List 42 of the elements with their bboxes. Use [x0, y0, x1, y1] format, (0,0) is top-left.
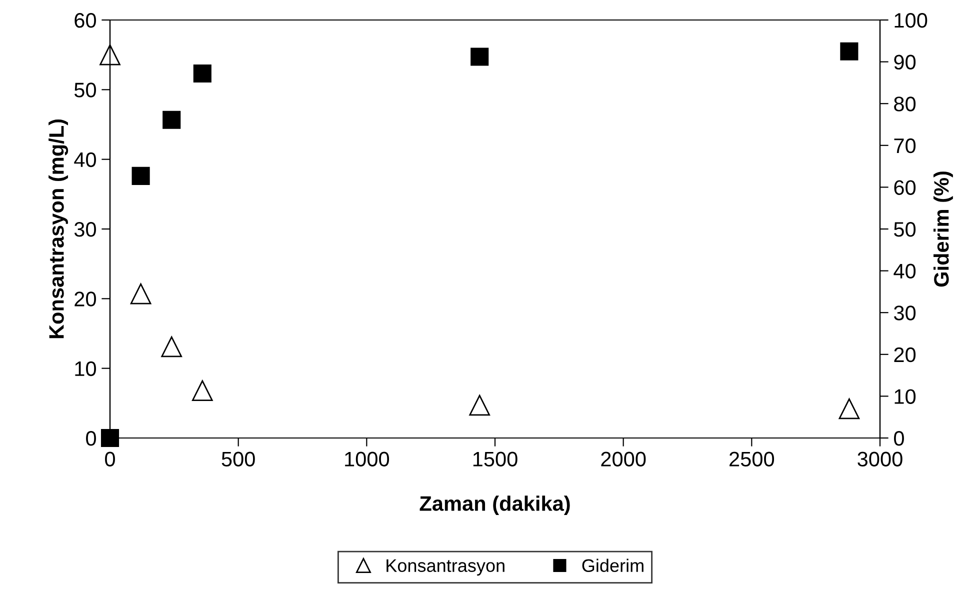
y2-tick-label: 60 [894, 180, 916, 195]
x-tick-label: 1000 [345, 452, 390, 466]
point [192, 380, 213, 402]
y2-tick-label: 100 [894, 13, 928, 28]
x-axis-title: Zaman (dakika) [420, 496, 570, 516]
y-tick-label: 10 [75, 361, 96, 376]
x-tick-label: 3000 [858, 452, 902, 466]
y-axis-title: Konsantrasyon (mg/L) [48, 119, 68, 338]
x-tick-label: 500 [222, 452, 255, 466]
y2-tick-label: 10 [894, 389, 916, 404]
y-tick-label: 30 [74, 222, 96, 237]
x-tick-label: 2000 [601, 452, 646, 466]
y2-tick-label: 20 [894, 347, 916, 362]
point [162, 110, 181, 129]
point [130, 283, 152, 304]
y-tick-label: 50 [74, 82, 96, 98]
legend-label: Konsantrasyon [386, 559, 504, 576]
point [193, 64, 212, 83]
x-tick-label: 0 [105, 452, 115, 466]
x-tick-label: 2500 [730, 452, 774, 466]
y-tick-label: 60 [74, 13, 96, 28]
y2-tick-label: 40 [894, 264, 916, 279]
y2-tick-label: 0 [894, 431, 904, 446]
y-tick-label: 40 [74, 152, 96, 168]
y2-tick-label: 80 [894, 96, 916, 112]
y2-tick-label: 30 [894, 306, 916, 320]
point [100, 428, 120, 448]
point [838, 398, 860, 420]
y2-tick-label: 70 [894, 138, 916, 154]
point [132, 166, 150, 185]
y2-tick-label: 50 [894, 222, 916, 237]
legend-label: Giderim [582, 558, 644, 572]
point [840, 42, 858, 60]
y-tick-label: 20 [74, 292, 96, 306]
y-tick-label: 0 [86, 431, 96, 446]
x-tick-label: 1500 [473, 452, 518, 466]
point [100, 44, 120, 66]
point [469, 394, 490, 416]
y2-tick-label: 90 [894, 54, 916, 70]
point [161, 336, 182, 358]
point [470, 48, 489, 66]
y2-axis-title: Giderim (%) [934, 172, 953, 287]
